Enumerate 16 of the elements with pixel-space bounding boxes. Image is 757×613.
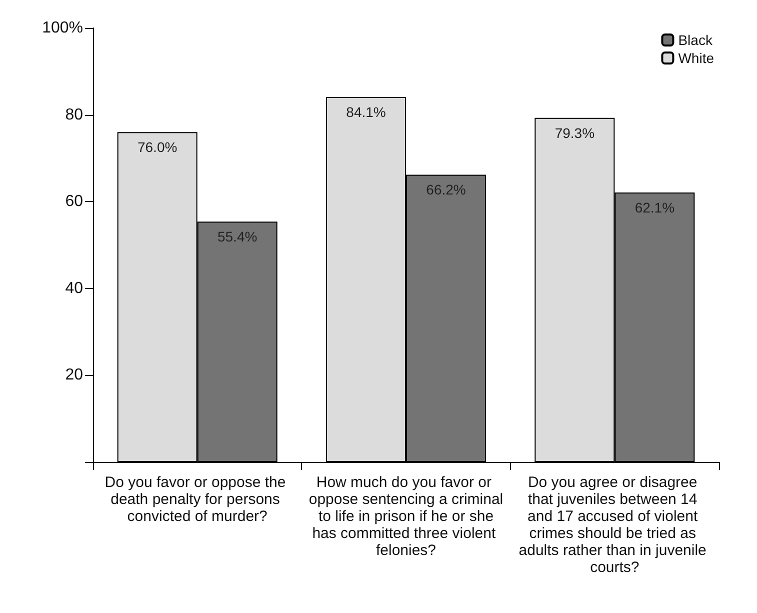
x-tick-label: How much do you favor or oppose sentencing a criminal to life in prison if he or she has committed three violent felonies? [308, 474, 504, 559]
data-label: 76.0% [137, 139, 178, 156]
y-tick-label: 80 [65, 106, 84, 124]
data-label: 62.1% [634, 199, 675, 216]
y-tick-label: 40 [65, 280, 84, 297]
y-tick-label: 60 [65, 193, 84, 210]
x-tick-label: Do you agree or disagree that juveniles between 14 and 17 accused of violent crimes should be tried as adults rather than in juvenile courts? [518, 474, 711, 576]
legend-label: White [678, 50, 714, 66]
data-label: 66.2% [426, 182, 466, 198]
legend-label: Black [678, 32, 714, 48]
data-label: 55.4% [217, 228, 258, 245]
y-tick-label: 100% [42, 20, 83, 36]
x-tick-label: Do you favor or oppose the death penalty for persons convicted of murder? [104, 474, 290, 525]
data-label: 84.1% [346, 104, 386, 120]
y-tick-label: 20 [65, 366, 84, 384]
data-label: 79.3% [554, 124, 595, 141]
